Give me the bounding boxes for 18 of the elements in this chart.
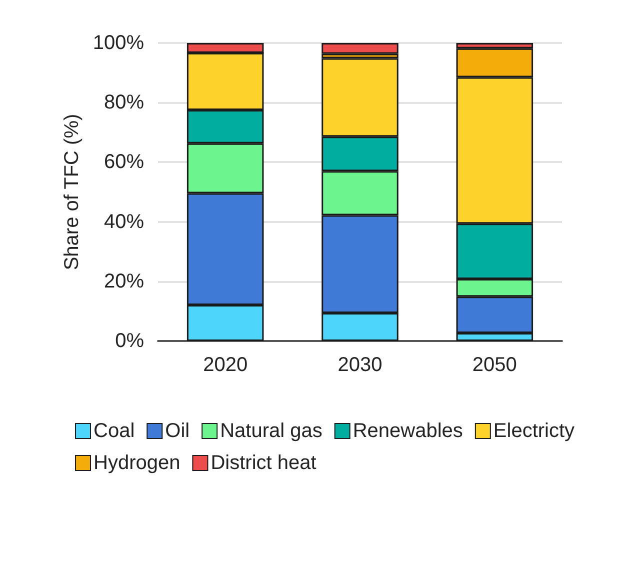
x-tick-label: 2030 [338, 354, 382, 376]
legend-label: Renewables [352, 420, 463, 442]
legend-label: Natural gas [220, 420, 322, 442]
legend-label: District heat [210, 452, 317, 474]
legend-label: Hydrogen [94, 452, 180, 474]
y-tick-label: 100% [92, 32, 144, 54]
y-tick-label: 80% [104, 92, 144, 114]
y-axis-title: Share of TFC (%) [60, 114, 83, 270]
legend-label: Coal [94, 420, 135, 442]
y-tick-label: 60% [104, 151, 144, 174]
x-tick-label: 2020 [203, 354, 248, 376]
x-tick-label: 2050 [472, 354, 517, 376]
bar [322, 43, 398, 54]
legend-label: Oil [165, 420, 190, 442]
legend-label: Electricty [493, 420, 575, 442]
y-tick-label: 0% [115, 330, 144, 352]
y-tick-label: 20% [104, 270, 144, 292]
y-tick-label: 40% [104, 210, 144, 233]
